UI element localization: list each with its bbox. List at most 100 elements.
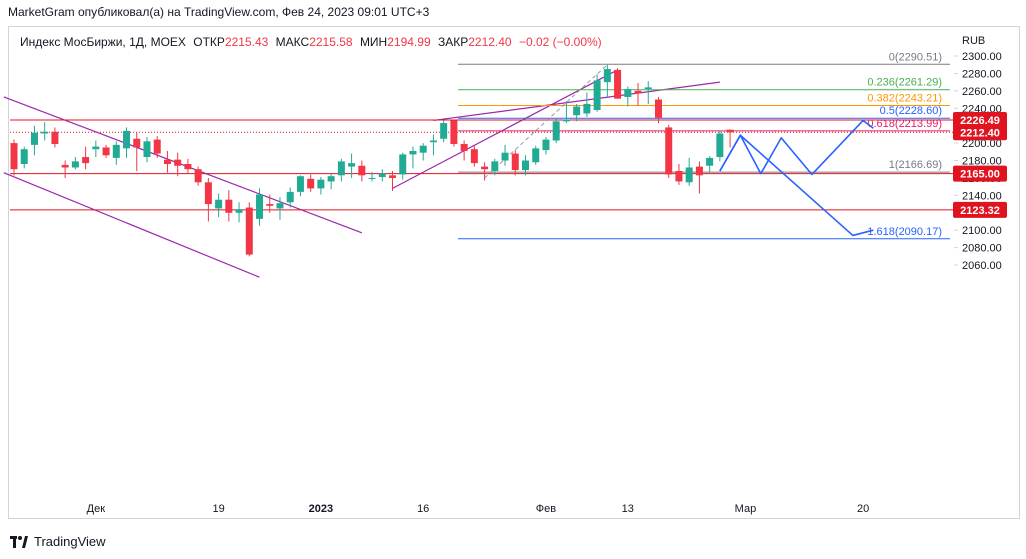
- candle-body: [112, 144, 120, 158]
- open-label: ОТКР: [193, 35, 225, 49]
- candle-body: [61, 164, 69, 168]
- price-tag-label: 2123.32: [960, 205, 1000, 217]
- candle-body: [133, 138, 141, 148]
- open-value: 2215.43: [224, 35, 269, 49]
- candle-body: [665, 127, 673, 175]
- candle-body: [644, 87, 652, 90]
- candle-body: [573, 106, 581, 116]
- candle-body: [522, 160, 529, 171]
- change-value: −0.02 (−0.00%): [518, 35, 602, 49]
- channel-line: [392, 69, 618, 189]
- y-tick-label: 2260.00: [962, 86, 1002, 98]
- candle-body: [307, 178, 315, 189]
- candle-body: [726, 129, 734, 133]
- channel-line: [433, 81, 720, 122]
- fib-level-label: 0.5(2228.60): [880, 105, 942, 117]
- price-tag: [953, 201, 1007, 218]
- candle-body: [603, 69, 611, 83]
- y-tick-label: 2180.00: [962, 156, 1002, 168]
- fib-level-label: 0.382(2243.21): [867, 92, 942, 104]
- y-tick-label: 2060.00: [962, 260, 1002, 272]
- candle-body: [174, 159, 182, 166]
- candle-body: [368, 177, 376, 179]
- candle-body: [235, 209, 243, 213]
- candle-body: [685, 167, 693, 183]
- price-tag: [953, 112, 1007, 129]
- candle-body: [491, 161, 499, 171]
- y-tick-label: 2100.00: [962, 225, 1002, 237]
- chart-frame: [8, 26, 1020, 519]
- candle-body: [399, 154, 407, 175]
- close-label: ЗАКР: [437, 35, 469, 49]
- candle-body: [716, 133, 724, 158]
- candle-body: [470, 149, 478, 164]
- candle-body: [337, 161, 345, 176]
- candle-body: [92, 146, 100, 150]
- candle-body: [204, 182, 212, 205]
- x-tick-label: Мар: [735, 503, 757, 515]
- candle-body: [123, 130, 131, 149]
- fib-level-label: 1.618(2090.17): [867, 226, 942, 238]
- candle-body: [675, 170, 683, 182]
- candle-body: [481, 166, 489, 170]
- candle-body: [256, 194, 264, 219]
- candle-body: [562, 119, 570, 122]
- channel-line: [3, 96, 363, 234]
- candle-body: [194, 169, 202, 183]
- candle-body: [286, 191, 294, 203]
- high-label: МАКС: [275, 35, 310, 49]
- x-tick-label: 16: [417, 503, 429, 515]
- projection-path: [719, 119, 874, 176]
- y-tick-label: 2300.00: [962, 51, 1002, 63]
- tradingview-logo-icon: [10, 535, 28, 548]
- close-value: 2212.40: [468, 35, 512, 49]
- x-tick-label: 2023: [309, 503, 333, 515]
- candle-body: [20, 149, 28, 165]
- fib-level-label: 1(2166.69): [889, 159, 942, 171]
- candle-body: [378, 173, 386, 178]
- low-value: 2194.99: [387, 35, 431, 49]
- candle-body: [409, 150, 417, 155]
- price-tag: [953, 165, 1007, 182]
- fib-level-label: 0.236(2261.29): [867, 77, 942, 89]
- candle-body: [532, 148, 540, 163]
- candle-body: [460, 143, 468, 151]
- candle-body: [552, 121, 560, 141]
- candle-body: [419, 145, 427, 153]
- x-tick-label: 19: [212, 503, 224, 515]
- candle-body: [654, 99, 662, 118]
- candle-body: [71, 161, 79, 168]
- candle-body: [266, 204, 274, 206]
- candle-body: [41, 131, 49, 134]
- publisher-header: MarketGram опубликовал(а) на TradingView…: [8, 5, 430, 19]
- price-tag-label: 2165.00: [960, 169, 1000, 181]
- candle-body: [225, 199, 233, 213]
- candle-body: [511, 153, 519, 171]
- candle-body: [276, 203, 284, 209]
- candle-body: [593, 80, 601, 111]
- candle-body: [215, 199, 223, 209]
- candle-body: [450, 120, 458, 144]
- candle-body: [706, 157, 714, 166]
- price-tag-label: 2212.40: [960, 127, 1000, 139]
- candle-body: [245, 207, 253, 255]
- price-tag: [953, 124, 1007, 141]
- channel-line: [3, 172, 260, 278]
- candle-body: [501, 152, 509, 161]
- x-tick-label: Дек: [87, 503, 106, 515]
- symbol-label: Индекс МосБиржи, 1Д, MOEX: [20, 35, 186, 49]
- candle-body: [624, 89, 632, 97]
- low-label: МИН: [359, 35, 388, 49]
- x-tick-label: Фев: [536, 503, 556, 515]
- y-tick-label: 2080.00: [962, 243, 1002, 255]
- candle-body: [184, 164, 192, 170]
- candle-body: [51, 131, 59, 144]
- candle-body: [10, 143, 18, 170]
- candle-body: [296, 176, 304, 192]
- candle-body: [695, 166, 703, 176]
- candle-body: [82, 157, 90, 164]
- y-tick-label: 2200.00: [962, 138, 1002, 150]
- currency-label: RUB: [962, 35, 985, 47]
- candle-body: [614, 69, 622, 99]
